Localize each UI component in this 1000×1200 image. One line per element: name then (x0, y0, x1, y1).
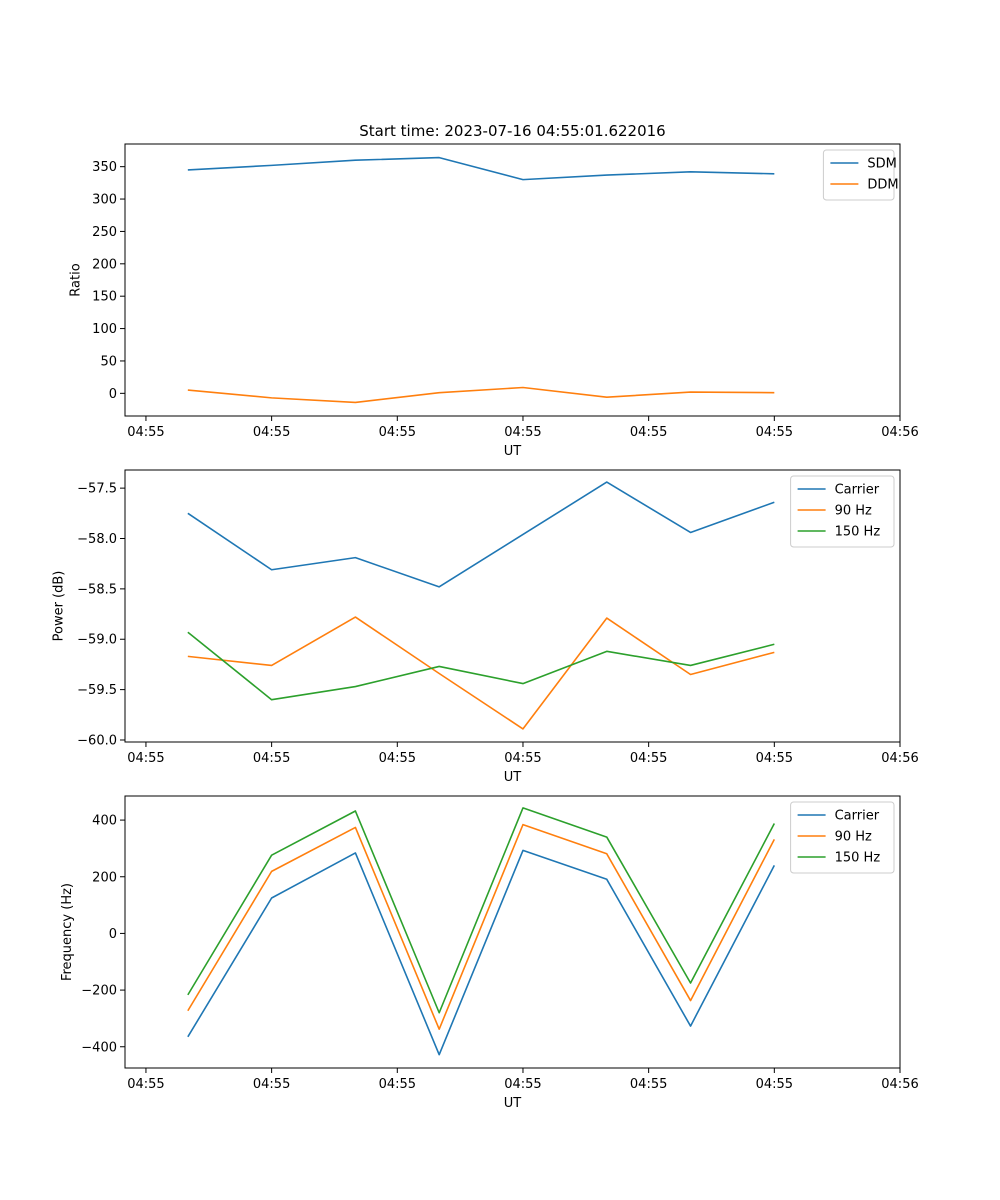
axes-frame (124, 469, 901, 743)
x-tick-label: 04:55 (756, 751, 793, 766)
x-tick-label: 04:55 (756, 425, 793, 440)
legend-entry: 90 Hz (835, 830, 872, 845)
legend-entry: DDM (867, 178, 898, 193)
legend-entry: 90 Hz (835, 504, 872, 519)
y-tick-label: −200 (81, 984, 117, 999)
series-line-sdm (187, 156, 775, 181)
y-tick-label: 300 (92, 193, 117, 208)
x-tick-label: 04:55 (127, 425, 164, 440)
x-tick-label: 04:55 (756, 1077, 793, 1092)
legend: Carrier 90 Hz 150 Hz (790, 475, 895, 548)
y-axis-label: Power (dB) (52, 571, 67, 642)
series-line-90-hz (187, 823, 776, 1030)
series-line-150-hz (187, 631, 775, 701)
x-tick-label: 04:55 (253, 425, 290, 440)
x-tick-label: 04:55 (630, 751, 667, 766)
legend-entry: SDM (867, 157, 896, 172)
x-axis-label: UT (504, 444, 522, 459)
y-axis-label: Ratio (69, 263, 84, 296)
legend: Carrier 90 Hz 150 Hz (790, 801, 895, 874)
x-tick-label: 04:55 (253, 1077, 290, 1092)
x-tick-label: 04:56 (881, 751, 918, 766)
y-tick-label: 250 (92, 225, 117, 240)
y-tick-label: −58.5 (77, 582, 117, 597)
y-tick-label: 150 (92, 290, 117, 305)
x-tick-label: 04:55 (504, 751, 541, 766)
series-line-carrier (187, 481, 775, 588)
x-tick-label: 04:55 (504, 425, 541, 440)
y-tick-label: 400 (92, 814, 117, 829)
y-tick-label: 350 (92, 160, 117, 175)
chart-panel-1: 04:55 04:55 04:55 04:55 04:55 04:55 04:56 0 50 10… (69, 122, 919, 459)
x-tick-label: 04:55 (379, 1077, 416, 1092)
legend-entry: 150 Hz (835, 525, 881, 540)
axes-frame (124, 795, 901, 1069)
x-tick-label: 04:56 (881, 425, 918, 440)
series-line-ddm (187, 386, 775, 404)
legend-box (790, 475, 895, 548)
x-tick-label: 04:55 (127, 751, 164, 766)
y-tick-label: 200 (92, 870, 117, 885)
y-tick-label: −59.5 (77, 683, 117, 698)
y-tick-label: 0 (109, 927, 117, 942)
y-tick-label: 100 (92, 322, 117, 337)
chart-panel-2: 04:55 04:55 04:55 04:55 04:55 04:55 04:56 −60.0… (52, 469, 919, 785)
series-line-90-hz (187, 616, 775, 730)
x-axis-label: UT (504, 1096, 522, 1111)
y-tick-label: −400 (81, 1040, 117, 1055)
series-line-carrier (187, 849, 776, 1056)
axes-frame (124, 143, 901, 417)
y-axis-label: Frequency (Hz) (60, 883, 75, 981)
y-tick-label: −60.0 (77, 733, 117, 748)
y-tick-label: 200 (92, 257, 117, 272)
legend: SDM DDM (822, 149, 899, 201)
x-tick-label: 04:56 (881, 1077, 918, 1092)
x-tick-label: 04:55 (379, 751, 416, 766)
chart-title: Start time: 2023-07-16 04:55:01.622016 (359, 122, 665, 140)
x-tick-label: 04:55 (127, 1077, 164, 1092)
series-line-150-hz (187, 807, 776, 1014)
y-tick-label: −57.5 (77, 482, 117, 497)
y-tick-label: −59.0 (77, 633, 117, 648)
legend-entry: 150 Hz (835, 851, 881, 866)
legend-entry: Carrier (835, 809, 880, 824)
x-axis-label: UT (504, 770, 522, 785)
legend-entry: Carrier (835, 483, 880, 498)
x-tick-label: 04:55 (379, 425, 416, 440)
x-tick-label: 04:55 (630, 1077, 667, 1092)
y-tick-label: 50 (100, 354, 117, 369)
legend-box (790, 801, 895, 874)
x-tick-label: 04:55 (630, 425, 667, 440)
y-tick-label: −58.0 (77, 532, 117, 547)
x-tick-label: 04:55 (504, 1077, 541, 1092)
chart-panel-3: 04:55 04:55 04:55 04:55 04:55 04:55 04:56 −400 −… (60, 795, 919, 1111)
y-tick-label: 0 (109, 387, 117, 402)
x-tick-label: 04:55 (253, 751, 290, 766)
